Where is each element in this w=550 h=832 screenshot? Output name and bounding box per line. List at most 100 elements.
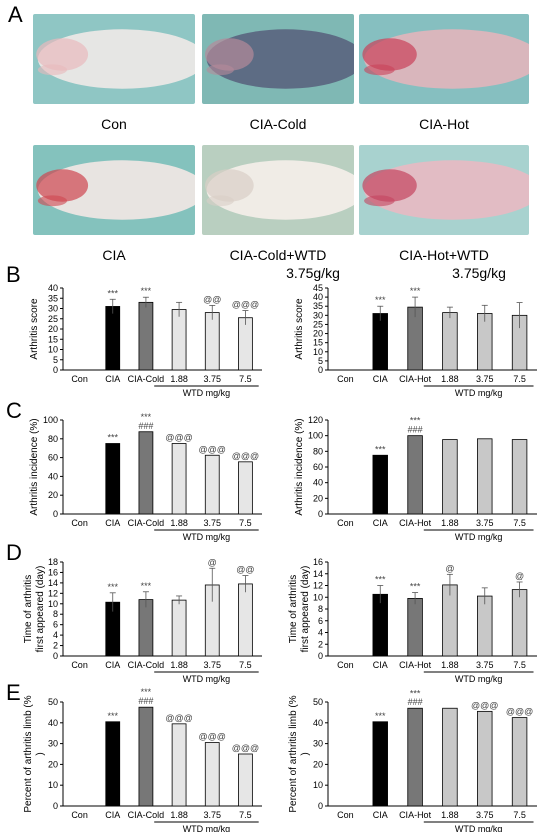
y-tick-label: 40: [48, 718, 58, 728]
y-tick-label: 18: [48, 557, 58, 567]
x-tick-label: CIA: [373, 518, 388, 528]
bar: [171, 309, 187, 371]
group-label: WTD mg/kg: [455, 674, 503, 684]
significance-mark: ***: [107, 582, 118, 592]
bar: [238, 461, 253, 515]
bar: [477, 438, 493, 515]
x-tick-label: CIA-Cold: [128, 374, 165, 384]
photo-caption: CIA-Hot+WTD: [399, 247, 489, 263]
x-tick-label: Con: [71, 518, 88, 528]
photo-caption-dose: 3.75g/kg: [452, 265, 506, 281]
x-tick-label: 1.88: [170, 810, 188, 820]
significance-mark-2: ###: [408, 425, 423, 435]
y-axis-label: Percent of arthritis limb (%: [23, 695, 34, 812]
bar: [407, 598, 423, 657]
y-tick-label: 50: [48, 697, 58, 707]
bar: [477, 313, 493, 371]
y-tick-label: 4: [318, 628, 323, 638]
bar: [511, 589, 528, 657]
y-tick-label: 12: [48, 588, 58, 598]
x-tick-label: 7.5: [239, 374, 252, 384]
bar: [105, 721, 121, 807]
y-tick-label: 25: [313, 319, 323, 329]
y-tick-label: 0: [318, 365, 323, 375]
significance-mark: @@@: [165, 713, 192, 723]
paw-image: [359, 14, 529, 104]
paw-photo: [202, 14, 354, 104]
y-tick-label: 20: [313, 759, 323, 769]
y-tick-label: 8: [53, 609, 58, 619]
x-tick-label: CIA-Hot: [399, 518, 432, 528]
x-tick-label: 3.75: [476, 518, 494, 528]
bar: [138, 301, 154, 371]
y-tick-label: 60: [48, 453, 58, 463]
significance-mark: @@@: [232, 743, 259, 753]
x-tick-label: CIA-Cold: [128, 518, 165, 528]
significance-mark: @@@: [199, 444, 226, 454]
x-tick-label: CIA-Hot: [399, 810, 432, 820]
x-tick-label: 7.5: [513, 660, 526, 670]
significance-mark: @: [208, 557, 217, 567]
x-tick-label: 1.88: [441, 660, 459, 670]
significance-mark: @@: [203, 294, 221, 304]
x-tick-label: 3.75: [203, 518, 221, 528]
bar: [442, 312, 458, 371]
chart-c-right: Arthritis incidence (%) 0 20 40 60 80 100 120 Co…: [294, 415, 537, 542]
significance-mark: @: [445, 563, 454, 573]
y-tick-label: 20: [313, 329, 323, 339]
bar: [204, 312, 220, 371]
bar: [204, 454, 220, 515]
bar: [511, 717, 528, 807]
y-axis-label: first appeared (day): [35, 566, 46, 653]
chart-c-left: Arthritis incidence (%) 0 20 40 60 80 100 Con **…: [29, 412, 262, 542]
significance-mark: ***: [375, 711, 386, 721]
x-tick-label: 7.5: [513, 518, 526, 528]
photo-caption: CIA-Cold+WTD: [229, 247, 327, 263]
y-tick-label: 10: [48, 345, 58, 355]
y-tick-label: 0: [318, 801, 323, 811]
paw-image: [202, 145, 354, 235]
x-tick-label: Con: [337, 518, 354, 528]
y-tick-label: 40: [313, 478, 323, 488]
significance-mark: ***: [410, 688, 421, 698]
y-tick-label: 14: [313, 569, 323, 579]
group-label: WTD mg/kg: [455, 532, 503, 542]
x-tick-label: CIA: [105, 810, 120, 820]
x-tick-label: CIA: [105, 518, 120, 528]
photo-caption: CIA-Hot: [419, 116, 469, 132]
x-tick-label: 1.88: [170, 660, 188, 670]
y-tick-label: 20: [48, 324, 58, 334]
y-tick-label: 50: [313, 697, 323, 707]
x-tick-label: CIA: [373, 810, 388, 820]
x-tick-label: CIA: [373, 660, 388, 670]
paw-image: [359, 145, 529, 235]
bar: [477, 710, 493, 807]
x-tick-label: 1.88: [170, 374, 188, 384]
y-axis-label: Arthritis score: [294, 298, 305, 360]
y-tick-label: 12: [313, 581, 323, 591]
photo-caption-dose: 3.75g/kg: [286, 265, 340, 281]
significance-mark: ***: [410, 286, 421, 296]
y-tick-label: 0: [53, 509, 58, 519]
y-axis-label: Time of arthritis: [23, 575, 34, 644]
y-tick-label: 6: [53, 620, 58, 630]
bar: [238, 583, 253, 657]
y-tick-label: 5: [53, 355, 58, 365]
x-tick-label: CIA: [373, 374, 388, 384]
panel-label-e: E: [6, 680, 21, 705]
x-tick-label: Con: [71, 660, 88, 670]
significance-mark-2: ###: [138, 696, 153, 706]
significance-mark-2: ###: [408, 697, 423, 707]
y-tick-label: 0: [53, 651, 58, 661]
panel-label-a: A: [8, 2, 23, 27]
y-axis-label: ): [300, 752, 311, 755]
bar: [407, 435, 423, 515]
y-tick-label: 20: [48, 490, 58, 500]
bar: [511, 439, 528, 515]
x-tick-label: CIA-Cold: [128, 660, 165, 670]
paw-photo: [359, 145, 529, 235]
bar: [442, 707, 458, 807]
y-axis-label: first appeared (day): [300, 566, 311, 653]
y-tick-label: 45: [313, 283, 323, 293]
group-label: WTD mg/kg: [183, 532, 231, 542]
